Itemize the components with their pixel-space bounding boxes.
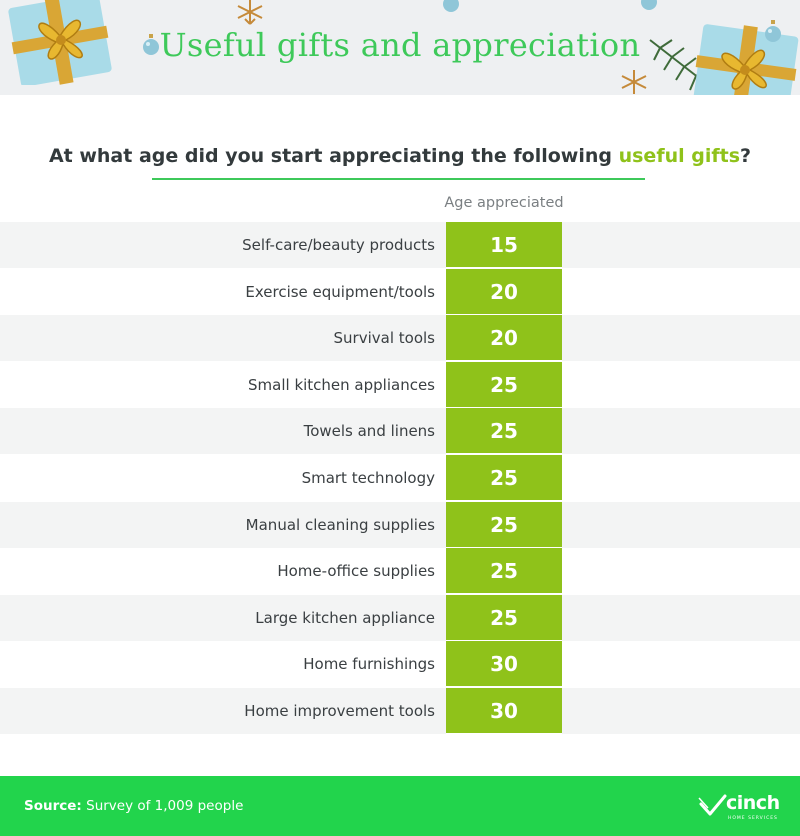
gift-box-icon bbox=[8, 0, 112, 85]
row-label: Smart technology bbox=[301, 469, 435, 487]
age-value-cell: 25 bbox=[446, 408, 562, 455]
age-value-cell: 25 bbox=[446, 455, 562, 501]
question-suffix: ? bbox=[740, 145, 752, 167]
source-text: Survey of 1,009 people bbox=[81, 798, 244, 814]
age-value-cell: 25 bbox=[446, 361, 562, 408]
checkmark-icon bbox=[698, 794, 727, 816]
ornament-icon bbox=[765, 20, 781, 42]
row-label: Manual cleaning supplies bbox=[245, 515, 435, 534]
column-header: Age appreciated bbox=[444, 195, 564, 211]
table-row: Small kitchen appliances 25 bbox=[0, 361, 800, 408]
table-row: Home improvement tools 30 bbox=[0, 688, 800, 734]
header-banner: Useful gifts and appreciation bbox=[0, 0, 800, 95]
gift-box-icon bbox=[693, 24, 799, 95]
row-label: Survival tools bbox=[333, 329, 435, 348]
question-highlight: useful gifts bbox=[618, 145, 741, 167]
row-label: Self-care/beauty products bbox=[242, 236, 435, 254]
row-label: Large kitchen appliance bbox=[255, 608, 435, 627]
age-value-cell: 25 bbox=[446, 501, 562, 548]
title-underline bbox=[152, 178, 645, 180]
snowflake-icon bbox=[237, 0, 263, 25]
logo-subtext: HOME SERVICES bbox=[728, 816, 778, 821]
row-label: Exercise equipment/tools bbox=[245, 282, 435, 301]
age-value-cell: 30 bbox=[446, 641, 562, 688]
row-label: Home furnishings bbox=[303, 655, 435, 674]
age-value-cell: 30 bbox=[446, 688, 562, 734]
snowflake-icon bbox=[621, 70, 647, 94]
table-row: Home-office supplies 25 bbox=[0, 548, 800, 595]
row-label: Towels and linens bbox=[303, 422, 435, 441]
row-label: Home improvement tools bbox=[244, 702, 435, 720]
age-value-cell: 15 bbox=[446, 222, 562, 268]
chart-question: At what age did you start appreciating t… bbox=[0, 145, 800, 167]
table-row: Self-care/beauty products 15 bbox=[0, 222, 800, 268]
age-value-cell: 25 bbox=[446, 548, 562, 595]
cinch-logo: cinch HOME SERVICES bbox=[698, 790, 788, 826]
table-row: Towels and linens 25 bbox=[0, 408, 800, 455]
table-row: Smart technology 25 bbox=[0, 455, 800, 501]
age-value-cell: 20 bbox=[446, 315, 562, 362]
logo-text: cinch bbox=[726, 792, 780, 814]
age-value-cell: 25 bbox=[446, 594, 562, 641]
footer: Source: Survey of 1,009 people cinch HOM… bbox=[0, 776, 800, 836]
source-label: Source: bbox=[24, 798, 82, 814]
table-row: Survival tools 20 bbox=[0, 315, 800, 362]
table-row: Exercise equipment/tools 20 bbox=[0, 268, 800, 315]
table-row: Home furnishings 30 bbox=[0, 641, 800, 688]
ornament-icon bbox=[443, 0, 459, 12]
question-text: At what age did you start appreciating t… bbox=[48, 145, 619, 167]
source-note: Source: Survey of 1,009 people bbox=[24, 776, 243, 836]
row-label: Small kitchen appliances bbox=[248, 375, 435, 394]
ornament-icon bbox=[641, 0, 657, 10]
row-label: Home-office supplies bbox=[277, 562, 435, 581]
page-title: Useful gifts and appreciation bbox=[159, 26, 641, 64]
table-row: Large kitchen appliance 25 bbox=[0, 594, 800, 641]
table-row: Manual cleaning supplies 25 bbox=[0, 501, 800, 548]
ornament-icon bbox=[143, 34, 159, 55]
age-value-cell: 20 bbox=[446, 268, 562, 315]
